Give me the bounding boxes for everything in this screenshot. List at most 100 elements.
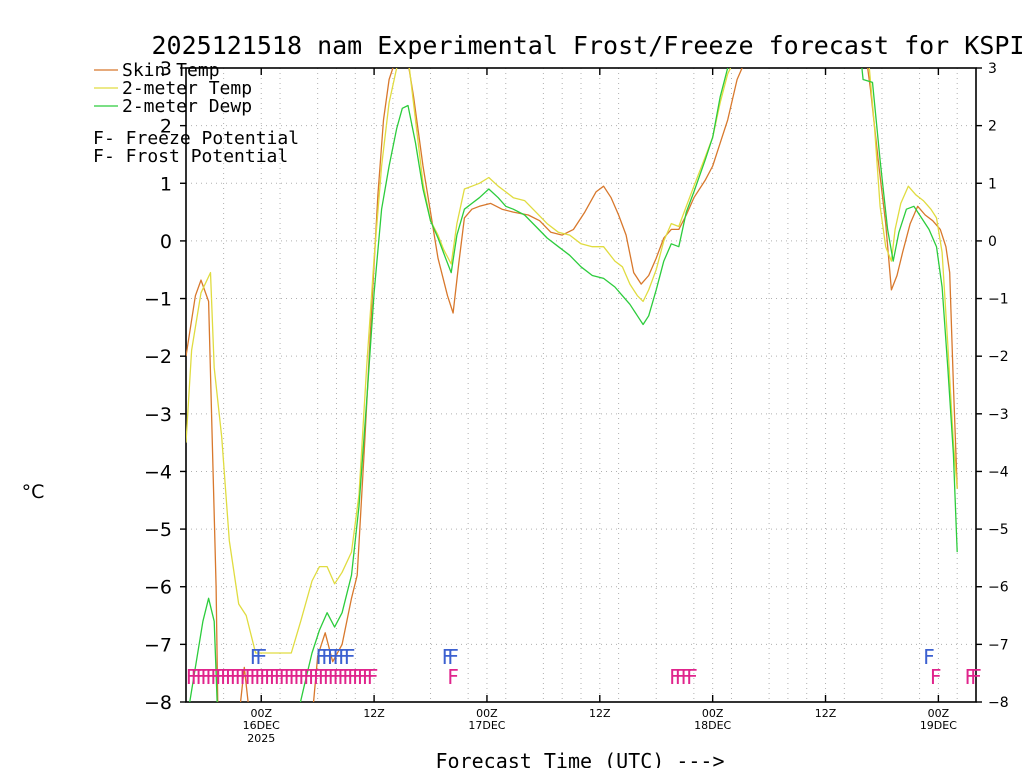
freeze-flag: F	[362, 665, 374, 689]
freeze-flag: F	[235, 665, 247, 689]
y-tick-label-right: −3	[988, 407, 1009, 423]
freeze-flag: F	[965, 665, 977, 689]
y-axis-label: °C	[22, 481, 45, 503]
freeze-flag: F	[686, 665, 698, 689]
frost-flag: F	[333, 645, 345, 669]
x-tick-date-label: 16DEC	[243, 719, 280, 732]
y-tick-label-right: −8	[988, 695, 1009, 711]
frost-flag: F	[923, 645, 935, 669]
freeze-flag: F	[274, 665, 286, 689]
y-tick-label-right: −5	[988, 522, 1009, 538]
freeze-flag: F	[298, 665, 310, 689]
legend-entry: - Frost Potential	[104, 146, 288, 167]
y-tick-label-right: −4	[988, 464, 1009, 480]
freeze-flag: F	[264, 665, 276, 689]
freeze-flag: F	[681, 665, 693, 689]
y-tick-label: 0	[160, 231, 172, 253]
freeze-flag: F	[279, 665, 291, 689]
freeze-flag: F	[186, 665, 198, 689]
freeze-flag: F	[196, 665, 208, 689]
x-tick-label: 12Z	[589, 707, 611, 720]
y-tick-label-right: 1	[988, 176, 997, 192]
y-tick-label-right: −2	[988, 349, 1009, 365]
x-tick-label: 12Z	[815, 707, 837, 720]
freeze-flag: F	[259, 665, 271, 689]
y-tick-label: −6	[144, 577, 172, 599]
freeze-flag: F	[970, 665, 982, 689]
y-tick-label: −1	[144, 289, 172, 311]
freeze-flag: F	[210, 665, 222, 689]
y-tick-label: −5	[144, 519, 172, 541]
frost-flag: F	[344, 645, 356, 669]
x-tick-label: 00Z	[702, 707, 724, 720]
freeze-flag: F	[205, 665, 217, 689]
y-tick-label: −3	[144, 404, 172, 426]
y-tick-label: 3	[160, 58, 172, 80]
y-tick-label-right: 3	[988, 61, 997, 77]
frost-flag: F	[316, 645, 328, 669]
y-tick-label-right: −6	[988, 580, 1009, 596]
frost-flag: F	[250, 645, 262, 669]
freeze-flag: F	[347, 665, 359, 689]
x-tick-label: 00Z	[476, 707, 498, 720]
y-tick-label-right: 2	[988, 119, 997, 135]
frost-flag: F	[442, 645, 454, 669]
legend-flag-symbol: F	[93, 146, 104, 167]
freeze-flag: F	[254, 665, 266, 689]
x-tick-year-label: 2025	[247, 732, 275, 745]
freeze-flag: F	[249, 665, 261, 689]
freeze-flag: F	[289, 665, 301, 689]
series-line-2-meter-dewp	[189, 68, 958, 702]
freeze-flag: F	[333, 665, 345, 689]
y-tick-label: 2	[160, 116, 172, 138]
frost-flag: F	[321, 645, 333, 669]
freeze-flag: F	[191, 665, 203, 689]
freeze-flag: F	[230, 665, 242, 689]
freeze-flag: F	[220, 665, 232, 689]
x-tick-label: 12Z	[363, 707, 385, 720]
freeze-flag: F	[669, 665, 681, 689]
frost-flag: F	[327, 645, 339, 669]
freeze-flag: F	[342, 665, 354, 689]
series-line-2-meter-temp	[186, 68, 958, 654]
freeze-flag: F	[293, 665, 305, 689]
frost-flag: F	[338, 645, 350, 669]
frost-flag: F	[447, 645, 459, 669]
legend-entry: 2-meter Dewp	[122, 96, 252, 117]
series-lines	[186, 68, 958, 702]
freeze-flag: F	[323, 665, 335, 689]
freeze-flag: F	[318, 665, 330, 689]
freeze-flag: F	[308, 665, 320, 689]
freeze-flag: F	[328, 665, 340, 689]
freeze-flag: F	[313, 665, 325, 689]
y-tick-label: −2	[144, 346, 172, 368]
freeze-flag: F	[447, 665, 459, 689]
freeze-flag: F	[367, 665, 379, 689]
legend-entry: Skin Temp	[122, 60, 220, 81]
freeze-flag: F	[675, 665, 687, 689]
legend-entry: - Freeze Potential	[104, 128, 299, 149]
freeze-flag: F	[240, 665, 252, 689]
y-tick-label-right: 0	[988, 234, 997, 250]
plot-frame	[185, 67, 977, 703]
legend-entry: 2-meter Temp	[122, 78, 252, 99]
x-tick-date-label: 19DEC	[920, 719, 957, 732]
y-tick-label: −7	[144, 634, 172, 656]
frost-flag: F	[255, 645, 267, 669]
freeze-flag: F	[225, 665, 237, 689]
axis-ticks: 3 3 2 2 1 1 0 0 −1 −1 −2 −2 −3 −3 −4 −4 −5 −5 −6 −6 −7 −7 −8 −8…	[144, 58, 1009, 745]
freeze-flag: F	[352, 665, 364, 689]
freeze-flag: F	[303, 665, 315, 689]
freeze-flag: F	[245, 665, 257, 689]
y-tick-label: −8	[144, 692, 172, 714]
freeze-flag: F	[201, 665, 213, 689]
freeze-flag: F	[284, 665, 296, 689]
freeze-flag: F	[337, 665, 349, 689]
y-tick-label: 1	[160, 173, 172, 195]
freeze-flag: F	[215, 665, 227, 689]
freeze-flag: F	[269, 665, 281, 689]
chart-title: 2025121518 nam Experimental Frost/Freeze…	[152, 31, 1024, 60]
